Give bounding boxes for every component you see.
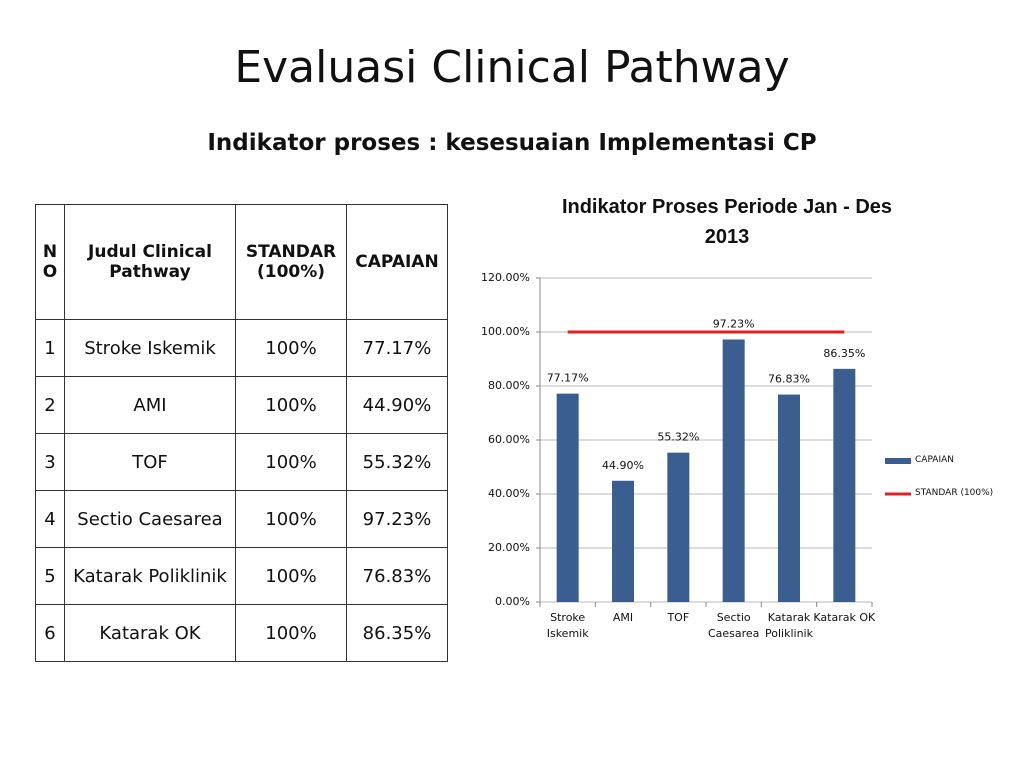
- header-row: NO Judul Clinical Pathway STANDAR (100%) CA…: [35, 204, 448, 320]
- data-label: 44.90%: [602, 459, 644, 472]
- x-tick-label-box: AMI: [612, 611, 634, 624]
- x-tick-label-box: Katarak Poliklinik: [765, 611, 813, 640]
- x-tick-label: TOF: [667, 611, 690, 624]
- table-row: 1 Stroke Iskemik 100% 77.17%: [35, 319, 448, 377]
- table-cell: 3: [35, 433, 65, 491]
- slide-title: Evaluasi Clinical Pathway: [234, 42, 790, 93]
- table-cell: 77.17%: [346, 319, 448, 377]
- table-body: 1 Stroke Iskemik 100% 77.17% 2 AMI 100% 44.90% 3…: [35, 319, 448, 662]
- table-cell: 100%: [235, 547, 347, 605]
- table-cell: 97.23%: [346, 490, 448, 548]
- bar: [612, 480, 634, 602]
- table-cell: 86.35%: [346, 604, 448, 662]
- table-cell: 1: [35, 319, 65, 377]
- y-tick-label: 0.00%: [495, 595, 530, 608]
- bar: [556, 393, 579, 602]
- table-cell: AMI: [64, 376, 236, 434]
- table-cell: 76.83%: [346, 547, 448, 605]
- x-tick-label: Katarak Poliklinik: [765, 611, 813, 640]
- y-tick-label: 120.00%: [481, 271, 530, 284]
- legend-label: STANDAR (100%): [915, 488, 994, 498]
- y-tick-label: 100.00%: [481, 325, 530, 338]
- x-tick-label-box: TOF: [667, 611, 690, 624]
- table-cell: Katarak OK: [64, 604, 236, 662]
- x-tick-label: Stroke Iskemik: [546, 611, 589, 640]
- table-cell: 100%: [235, 376, 347, 434]
- table-cell: 6: [35, 604, 65, 662]
- y-tick-label: 60.00%: [488, 433, 530, 446]
- header-cell: NO: [35, 204, 65, 320]
- table-cell: 100%: [235, 604, 347, 662]
- data-label: 76.83%: [768, 373, 810, 386]
- legend-label: CAPAIAN: [915, 455, 954, 465]
- table-row: 5 Katarak Poliklinik 100% 76.83%: [35, 547, 448, 605]
- y-tick-label: 40.00%: [488, 487, 530, 500]
- bar: [833, 368, 856, 602]
- table-cell: 100%: [235, 319, 347, 377]
- header-cell: STANDAR (100%): [235, 204, 347, 320]
- table-cell: Stroke Iskemik: [64, 319, 236, 377]
- data-label: 77.17%: [547, 372, 589, 385]
- data-label: 86.35%: [823, 347, 865, 360]
- table-cell: 44.90%: [346, 376, 448, 434]
- data-label: 97.23%: [713, 317, 755, 330]
- table-row: 2 AMI 100% 44.90%: [35, 376, 448, 434]
- y-tick-label: 20.00%: [488, 541, 530, 554]
- table-cell: 100%: [235, 490, 347, 548]
- table-cell: 4: [35, 490, 65, 548]
- table-cell: TOF: [64, 433, 236, 491]
- table-row: 6 Katarak OK 100% 86.35%: [35, 604, 448, 662]
- data-label: 55.32%: [657, 431, 699, 444]
- table-row: 3 TOF 100% 55.32%: [35, 433, 448, 491]
- bar: [667, 452, 690, 602]
- chart-title-box: Indikator Proses Periode Jan - Des 2013: [561, 196, 893, 248]
- header-cell: CAPAIAN: [346, 204, 448, 320]
- chart-title: Indikator Proses Periode Jan - Des 2013: [561, 196, 893, 248]
- x-tick-label: Katarak OK: [813, 611, 876, 624]
- table-row: 4 Sectio Caesarea 100% 97.23%: [35, 490, 448, 548]
- slide-subtitle: Indikator proses : kesesuaian Implementa…: [207, 130, 817, 156]
- x-tick-label-box: Stroke Iskemik: [546, 611, 589, 640]
- bar: [722, 339, 745, 602]
- x-tick-label: AMI: [612, 611, 634, 624]
- table-cell: 5: [35, 547, 65, 605]
- bar: [778, 394, 800, 602]
- table: NO Judul Clinical Pathway STANDAR (100%) CA…: [35, 204, 448, 662]
- legend-label-box: CAPAIAN: [915, 455, 954, 465]
- table-cell: 55.32%: [346, 433, 448, 491]
- legend-label-box: STANDAR (100%): [915, 488, 994, 498]
- legend-swatch: [885, 458, 911, 464]
- header-cell: Judul Clinical Pathway: [64, 204, 236, 320]
- x-tick-label-box: Katarak OK: [813, 611, 876, 624]
- x-tick-label-box: Sectio Caesarea: [707, 611, 760, 640]
- y-tick-label: 80.00%: [488, 379, 530, 392]
- table-cell: Katarak Poliklinik: [64, 547, 236, 605]
- x-tick-label: Sectio Caesarea: [707, 611, 760, 640]
